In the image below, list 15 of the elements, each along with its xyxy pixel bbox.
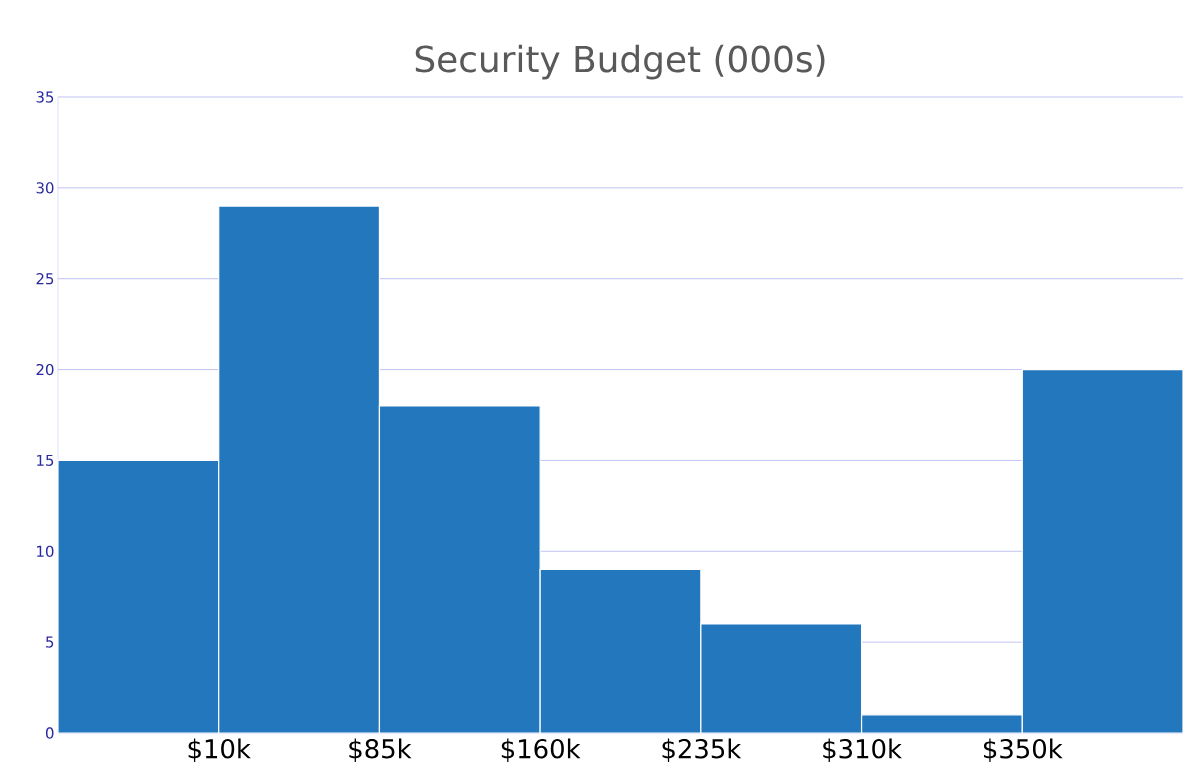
text: $85k: [349, 738, 412, 763]
y-tick-label: 10: [37, 545, 54, 557]
text: $10k: [188, 738, 251, 763]
text: $235k: [662, 738, 742, 763]
text: $350k: [983, 738, 1063, 763]
text: $310k: [823, 738, 902, 763]
text: $160k: [501, 738, 581, 763]
chart-title: Security Budget (000s): [415, 44, 825, 80]
y-tick-label: 25: [36, 273, 54, 285]
y-tick-label: 5: [46, 636, 54, 648]
y-tick-label: 0: [45, 727, 54, 739]
y-tick-label: 35: [36, 91, 54, 103]
y-tick-label: 30: [36, 182, 54, 194]
y-tick-label: 20: [36, 363, 54, 376]
y-tick-label: 15: [37, 454, 54, 466]
